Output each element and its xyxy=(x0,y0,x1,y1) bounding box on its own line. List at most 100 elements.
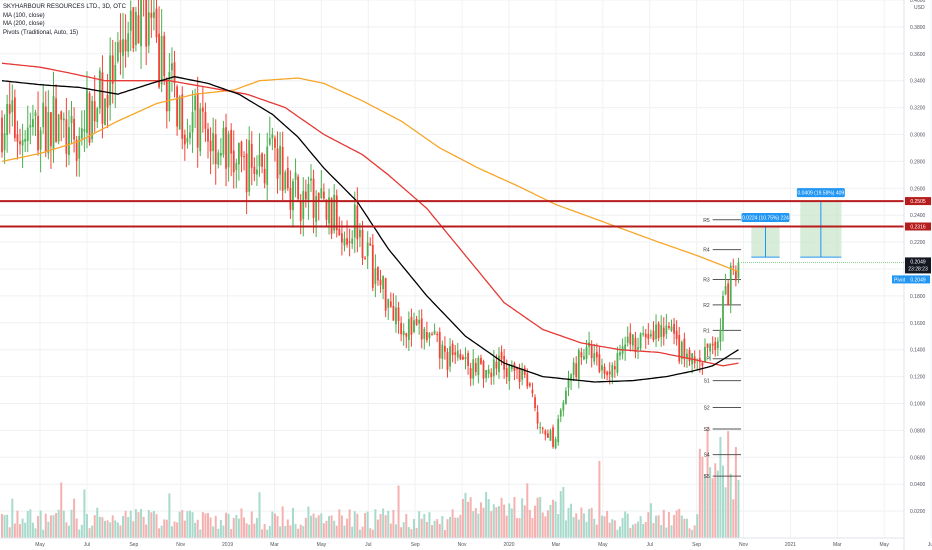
candle-body xyxy=(603,366,606,374)
candle-body xyxy=(616,353,619,373)
volume-bar xyxy=(667,511,670,538)
volume-bar xyxy=(644,522,647,538)
candle-body xyxy=(47,112,50,154)
volume-bar xyxy=(461,498,464,538)
candle-body xyxy=(678,334,681,362)
legend-pivots[interactable]: Pivots (Traditional, Auto, 15) xyxy=(3,29,79,36)
candle-body xyxy=(420,318,423,340)
pivot-label: S1 xyxy=(704,379,710,385)
candle-body xyxy=(449,346,451,367)
volume-bar xyxy=(631,524,634,538)
pivot-label: S3 xyxy=(704,427,710,433)
volume-bar xyxy=(703,474,706,538)
volume-bar xyxy=(322,523,325,538)
volume-bar xyxy=(523,505,526,538)
candle-body xyxy=(3,133,6,151)
candle-body xyxy=(98,70,101,109)
candle-body xyxy=(19,141,21,145)
candle-body xyxy=(665,325,668,334)
candle-body xyxy=(29,124,32,128)
volume-bar xyxy=(590,507,593,538)
time-tick-label: Nov xyxy=(176,542,185,548)
volume-bar xyxy=(207,513,209,538)
volume-bar xyxy=(364,513,367,538)
legend-ma100[interactable]: MA (100, close) xyxy=(3,12,45,19)
candle-body xyxy=(245,153,248,193)
candle-body xyxy=(57,114,60,142)
volume-bar xyxy=(423,513,426,538)
volume-bar xyxy=(487,499,490,538)
volume-bar xyxy=(526,483,529,538)
volume-bar xyxy=(678,508,681,538)
volume-bar xyxy=(330,515,333,538)
volume-bar xyxy=(433,520,436,538)
volume-bar xyxy=(479,502,482,538)
volume-bar xyxy=(714,463,717,538)
candle-body xyxy=(675,330,678,339)
volume-bar xyxy=(353,511,356,538)
volume-bar xyxy=(188,510,191,538)
volume-bar xyxy=(222,525,225,538)
volume-bar xyxy=(621,518,624,538)
candle-body xyxy=(356,205,359,240)
candle-body xyxy=(379,279,382,286)
candle-body xyxy=(243,156,245,158)
candle-body xyxy=(639,333,642,349)
volume-bar xyxy=(611,519,614,538)
time-tick-label: Jul xyxy=(646,542,652,548)
candle-body xyxy=(469,368,472,379)
pivot-label: R3 xyxy=(703,277,710,283)
volume-bar xyxy=(165,519,168,538)
volume-bar xyxy=(96,507,99,538)
volume-bar xyxy=(127,517,130,538)
volume-bar xyxy=(505,515,508,538)
time-tick-label: Jul xyxy=(928,542,932,548)
candle-body xyxy=(307,183,310,201)
candle-body xyxy=(701,362,704,366)
candle-body xyxy=(371,244,374,288)
volume-bar xyxy=(490,511,493,538)
volume-bar xyxy=(727,431,730,538)
volume-bar xyxy=(580,507,583,538)
volume-bar xyxy=(328,516,331,538)
legend-symbol[interactable]: SKYHARBOUR RESOURCES LTD., 3D, OTC xyxy=(3,4,126,10)
time-tick-label: Nov xyxy=(739,542,748,548)
volume-bar xyxy=(299,524,302,538)
time-tick-label: May xyxy=(598,542,608,548)
volume-bar xyxy=(585,521,588,538)
candle-body xyxy=(438,332,441,359)
volume-bar xyxy=(124,510,127,538)
candle-body xyxy=(124,39,127,52)
volume-bar xyxy=(361,526,364,538)
volume-bar xyxy=(382,508,385,538)
volume-bar xyxy=(294,523,297,538)
volume-bar xyxy=(701,456,704,538)
candle-body xyxy=(240,141,243,157)
volume-bar xyxy=(243,517,246,538)
volume-bar xyxy=(150,512,153,538)
candle-body xyxy=(631,334,634,346)
volume-bar xyxy=(335,525,338,538)
candle-body xyxy=(554,439,557,449)
candle-body xyxy=(389,301,392,307)
volume-bar xyxy=(158,528,161,538)
candle-body xyxy=(536,412,539,424)
volume-bar xyxy=(212,526,215,538)
candle-body xyxy=(732,266,735,268)
candle-body xyxy=(364,257,366,260)
volume-bar xyxy=(119,525,122,538)
pivot-label: R2 xyxy=(703,303,710,309)
volume-bar xyxy=(24,522,27,538)
volume-bar xyxy=(237,518,240,538)
candle-body xyxy=(737,262,740,279)
time-tick-label: Sep xyxy=(129,542,138,548)
candle-body xyxy=(165,79,168,112)
candle-body xyxy=(181,94,184,139)
volume-bar xyxy=(52,515,55,538)
candle-body xyxy=(32,119,34,128)
legend-ma200[interactable]: MA (200, close) xyxy=(3,21,45,27)
candle-body xyxy=(490,372,493,378)
volume-bar xyxy=(181,510,184,538)
